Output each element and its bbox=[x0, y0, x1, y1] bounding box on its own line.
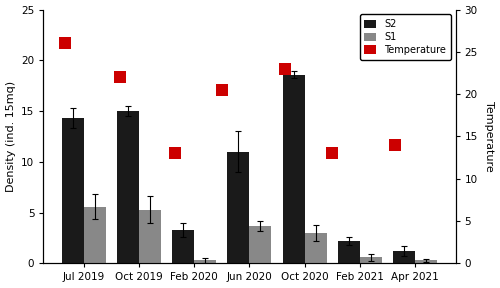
Bar bbox=[304, 233, 326, 264]
Bar bbox=[172, 230, 195, 264]
Bar bbox=[117, 111, 140, 264]
Bar bbox=[84, 206, 106, 264]
Bar bbox=[360, 257, 382, 264]
Point bbox=[328, 151, 336, 156]
Point bbox=[171, 151, 179, 156]
Legend: S2, S1, Temperature: S2, S1, Temperature bbox=[360, 14, 450, 60]
Bar bbox=[414, 260, 437, 264]
Point bbox=[61, 41, 69, 46]
Point bbox=[218, 88, 226, 92]
Point bbox=[116, 75, 124, 79]
Bar bbox=[282, 75, 304, 264]
Point bbox=[282, 67, 290, 71]
Bar bbox=[228, 152, 250, 264]
Bar bbox=[338, 241, 359, 264]
Y-axis label: Density (ind. 15mq): Density (ind. 15mq) bbox=[6, 81, 16, 192]
Point bbox=[392, 143, 400, 147]
Y-axis label: Temperature: Temperature bbox=[484, 101, 494, 172]
Bar bbox=[140, 210, 162, 264]
Bar bbox=[392, 251, 414, 264]
Bar bbox=[194, 260, 216, 264]
Bar bbox=[250, 226, 272, 264]
Bar bbox=[62, 118, 84, 264]
